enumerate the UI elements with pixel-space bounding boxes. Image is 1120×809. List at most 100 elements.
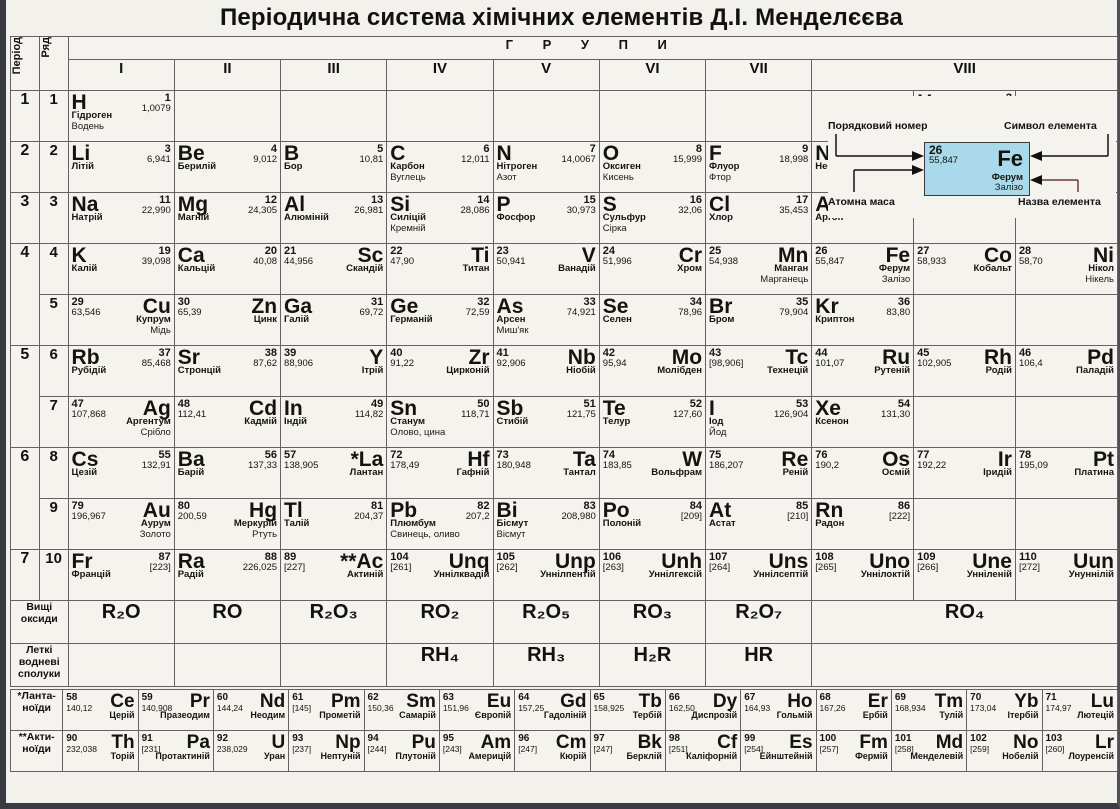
element-cell[interactable]: 48 112,41 Cd Кадмій — [173, 396, 282, 448]
element-cell[interactable]: 28 58,70 Ni Нікол Нікель — [1014, 243, 1119, 295]
element-cell[interactable]: Ge 32 72,59 Германій — [386, 294, 494, 346]
element-cell[interactable]: 109 [266] Une Унніленій — [913, 549, 1016, 601]
element-cell[interactable]: As 33 74,921 Арсен Миш'як — [492, 294, 600, 346]
actinides-cell[interactable]: 99 [254] Es Ейнштейній — [740, 730, 817, 772]
element-cell[interactable]: Si 14 28,086 Силіцій Кремній — [386, 192, 494, 244]
element-cell[interactable]: 107 [264] Uns Уннілсептій — [705, 549, 813, 601]
element-cell[interactable]: At 85 [210] Астат — [705, 498, 813, 550]
element-cell[interactable]: Ca 20 40,08 Кальцій — [173, 243, 282, 295]
element-cell[interactable]: Tl 81 204,37 Талій — [280, 498, 388, 550]
element-cell[interactable]: Ra 88 226,025 Радій — [173, 549, 282, 601]
element-cell[interactable]: Li 3 6,941 Літій — [67, 141, 175, 193]
element-cell[interactable]: 41 92,906 Nb Ніобій — [492, 345, 600, 397]
actinides-cell[interactable]: 97 [247] Bk Берклій — [589, 730, 666, 772]
element-cell[interactable]: N 7 14,0067 Нітроген Азот — [492, 141, 600, 193]
element-cell[interactable]: 108 [265] Uno Уннілоктій — [811, 549, 915, 601]
lanthanides-cell[interactable]: 68 167,26 Er Ербій — [815, 689, 892, 731]
actinides-cell[interactable]: 96 [247] Cm Кюрій — [514, 730, 591, 772]
element-cell[interactable]: 30 65,39 Zn Цинк — [173, 294, 282, 346]
actinides-cell[interactable]: 98 [251] Cf Каліфорній — [664, 730, 742, 772]
lanthanides-cell[interactable]: 61 [145] Pm Прометій — [288, 689, 365, 731]
lanthanides-cell[interactable]: 65 158,925 Tb Тербій — [589, 689, 666, 731]
element-cell[interactable]: 47 107,868 Ag Аргентум Срібло — [67, 396, 175, 448]
element-cell[interactable]: Pb 82 207,2 Плюмбум Свинець, оливо — [386, 498, 494, 550]
element-cell[interactable]: S 16 32,06 Сульфур Сірка — [598, 192, 707, 244]
element-cell[interactable]: Be 4 9,012 Берилій — [173, 141, 282, 193]
element-cell[interactable]: 104 [261] Unq Уннілквадій — [386, 549, 494, 601]
actinides-cell[interactable]: 90 232,038 Th Торій — [62, 730, 139, 772]
lanthanides-cell[interactable]: 64 157,25 Gd Гадоліній — [514, 689, 591, 731]
lanthanides-cell[interactable]: 67 164,93 Ho Гольмій — [740, 689, 817, 731]
lanthanides-cell[interactable]: 66 162,50 Dy Диспрозій — [664, 689, 742, 731]
element-cell[interactable]: 106 [263] Unh Уннілгексій — [598, 549, 707, 601]
element-cell[interactable]: 42 95,94 Mo Молібден — [598, 345, 707, 397]
element-cell[interactable]: 29 63,546 Cu Купрум Мідь — [67, 294, 175, 346]
element-cell[interactable]: P 15 30,973 Фосфор — [492, 192, 600, 244]
element-cell[interactable]: 57 138,905 *La Лантан — [280, 447, 388, 499]
element-cell[interactable]: K 19 39,098 Калій — [67, 243, 175, 295]
element-cell[interactable]: 76 190,2 Os Осмій — [811, 447, 915, 499]
element-cell[interactable]: 25 54,938 Mn Манган Марганець — [705, 243, 813, 295]
element-cell[interactable]: 44 101,07 Ru Рутеній — [811, 345, 915, 397]
element-cell[interactable]: Cs 55 132,91 Цезій — [67, 447, 175, 499]
element-cell[interactable]: 43 [98,906] Tc Технецій — [705, 345, 813, 397]
element-cell[interactable]: 23 50,941 V Ванадій — [492, 243, 600, 295]
lanthanides-cell[interactable]: 62 150,36 Sm Самарій — [363, 689, 440, 731]
element-cell[interactable]: Rb 37 85,468 Рубідій — [67, 345, 175, 397]
element-cell[interactable]: 77 192,22 Ir Іридій — [913, 447, 1016, 499]
lanthanides-cell[interactable]: 71 174,97 Lu Лютецій — [1041, 689, 1118, 731]
element-cell[interactable]: Sb 51 121,75 Стибій — [492, 396, 600, 448]
element-cell[interactable]: 24 51,996 Cr Хром — [598, 243, 707, 295]
element-cell[interactable]: 40 91,22 Zr Цирконій — [386, 345, 494, 397]
element-cell[interactable]: 89 [227] **Ac Актиній — [280, 549, 388, 601]
lanthanides-cell[interactable]: 60 144,24 Nd Неодим — [212, 689, 290, 731]
element-cell[interactable]: 105 [262] Unp Уннілпентій — [492, 549, 600, 601]
element-cell[interactable]: 22 47,90 Ti Титан — [386, 243, 494, 295]
actinides-cell[interactable]: 102 [259] No Нобелій — [966, 730, 1043, 772]
element-cell[interactable]: Rn 86 [222] Радон — [811, 498, 915, 550]
element-cell[interactable]: 72 178,49 Hf Гафній — [386, 447, 494, 499]
lanthanides-cell[interactable]: 69 168,934 Tm Тулій — [890, 689, 968, 731]
actinides-cell[interactable]: 100 [257] Fm Фермій — [815, 730, 892, 772]
lanthanides-cell[interactable]: 58 140,12 Ce Церій — [62, 689, 139, 731]
element-cell[interactable]: 79 196,967 Au Аурум Золото — [67, 498, 175, 550]
element-cell[interactable]: 26 55,847 Fe Ферум Залізо — [811, 243, 915, 295]
element-cell[interactable]: Fr 87 [223] Францій — [67, 549, 175, 601]
actinides-cell[interactable]: 92 238,029 U Уран — [212, 730, 290, 772]
element-cell[interactable]: I 53 126,904 Іод Йод — [705, 396, 813, 448]
element-cell[interactable]: Xe 54 131,30 Ксенон — [811, 396, 915, 448]
element-cell[interactable]: Kr 36 83,80 Криптон — [811, 294, 915, 346]
element-cell[interactable]: F 9 18,998 Флуор Фтор — [705, 141, 813, 193]
element-cell[interactable]: 73 180,948 Ta Тантал — [492, 447, 600, 499]
element-cell[interactable]: Te 52 127,60 Телур — [598, 396, 707, 448]
element-cell[interactable]: Mg 12 24,305 Магній — [173, 192, 282, 244]
element-cell[interactable]: In 49 114,82 Індій — [280, 396, 388, 448]
actinides-cell[interactable]: 94 [244] Pu Плутоній — [363, 730, 440, 772]
element-cell[interactable]: Cl 17 35,453 Хлор — [705, 192, 813, 244]
element-cell[interactable]: O 8 15,999 Оксиген Кисень — [598, 141, 707, 193]
element-cell[interactable]: Na 11 22,990 Натрій — [67, 192, 175, 244]
element-cell[interactable]: Se 34 78,96 Селен — [598, 294, 707, 346]
element-cell[interactable]: 110 [272] Uun Унуннілій — [1014, 549, 1119, 601]
actinides-cell[interactable]: 103 [260] Lr Лоуренсій — [1041, 730, 1118, 772]
element-cell[interactable]: H 1 1,0079 Гідроген Водень — [67, 90, 175, 142]
element-cell[interactable]: B 5 10,81 Бор — [280, 141, 388, 193]
actinides-cell[interactable]: 91 [231] Pa Протактиній — [137, 730, 214, 772]
element-cell[interactable]: 75 186,207 Re Реній — [705, 447, 813, 499]
actinides-cell[interactable]: 101 [258] Md Менделевій — [890, 730, 968, 772]
element-cell[interactable]: 74 183,85 W Вольфрам — [598, 447, 707, 499]
lanthanides-cell[interactable]: 59 140,908 Pr Празеодим — [137, 689, 214, 731]
element-cell[interactable]: 45 102,905 Rh Родій — [913, 345, 1016, 397]
element-cell[interactable]: Ba 56 137,33 Барій — [173, 447, 282, 499]
element-cell[interactable]: 21 44,956 Sc Скандій — [280, 243, 388, 295]
element-cell[interactable]: 27 58,933 Co Кобальт — [913, 243, 1016, 295]
actinides-cell[interactable]: 95 [243] Am Америцій — [438, 730, 516, 772]
actinides-cell[interactable]: 93 [237] Np Нептуній — [288, 730, 365, 772]
element-cell[interactable]: 80 200,59 Hg Меркурій Ртуть — [173, 498, 282, 550]
element-cell[interactable]: 78 195,09 Pt Платина — [1014, 447, 1119, 499]
element-cell[interactable]: Bi 83 208,980 Бісмут Вісмут — [492, 498, 600, 550]
lanthanides-cell[interactable]: 70 173,04 Yb Ітербій — [966, 689, 1043, 731]
element-cell[interactable]: Sr 38 87,62 Стронцій — [173, 345, 282, 397]
element-cell[interactable]: Br 35 79,904 Бром — [705, 294, 813, 346]
lanthanides-cell[interactable]: 63 151,96 Eu Європій — [438, 689, 516, 731]
